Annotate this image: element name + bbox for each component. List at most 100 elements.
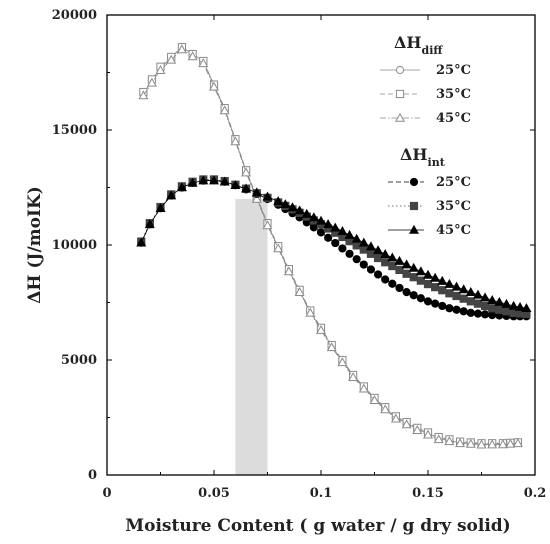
data-point	[359, 260, 368, 269]
plot-background	[107, 15, 535, 475]
data-point	[455, 438, 466, 448]
data-point	[394, 255, 405, 265]
data-point	[423, 297, 433, 306]
data-point	[323, 219, 334, 229]
data-point	[459, 294, 468, 303]
legend-label: 35°C	[436, 199, 471, 214]
data-point	[409, 291, 418, 300]
data-point	[283, 266, 294, 276]
data-point	[373, 270, 383, 279]
data-point	[423, 429, 433, 439]
data-point	[430, 272, 441, 282]
data-point	[155, 65, 166, 75]
data-point	[438, 301, 447, 311]
data-point	[452, 291, 461, 301]
legend-marker	[395, 65, 405, 75]
legend-label: 35°C	[436, 87, 471, 102]
data-point	[494, 296, 505, 306]
data-point	[369, 395, 380, 405]
x-tick-label: 0	[102, 486, 111, 501]
data-point	[423, 269, 433, 279]
data-point	[198, 175, 209, 185]
data-point	[294, 205, 305, 215]
legend-marker	[409, 201, 419, 211]
data-point	[465, 286, 476, 296]
data-point	[444, 436, 455, 446]
data-point	[187, 177, 198, 187]
data-point	[480, 292, 491, 302]
data-point	[187, 51, 198, 61]
legend-entry: 45°C	[388, 223, 471, 238]
data-point	[324, 233, 333, 242]
data-point	[431, 299, 440, 308]
data-point	[273, 196, 284, 206]
legend-marker	[409, 224, 419, 234]
legend-entry: 45°C	[380, 111, 471, 126]
data-point	[505, 438, 516, 448]
data-point	[408, 262, 419, 272]
data-point	[337, 226, 348, 236]
data-point	[305, 307, 316, 317]
data-point	[373, 253, 383, 263]
x-tick-label: 0.1	[310, 486, 333, 501]
data-point	[331, 238, 340, 248]
data-point	[262, 191, 273, 201]
legend-entry: 35°C	[388, 199, 471, 214]
data-point	[380, 249, 391, 259]
data-point	[316, 215, 326, 225]
legend-entry: 25°C	[380, 63, 471, 78]
data-point	[166, 190, 177, 200]
data-point	[465, 438, 476, 448]
data-point	[352, 241, 361, 250]
axes-layer: 0 0.05 0.1 0.15 0.2 0 5000 10000 15000 20000	[52, 8, 547, 501]
data-point	[412, 424, 423, 434]
data-point	[515, 301, 526, 311]
data-point	[365, 241, 376, 251]
data-point	[388, 279, 397, 288]
data-point	[309, 223, 318, 232]
data-point	[502, 307, 511, 316]
data-point	[144, 219, 155, 229]
data-point	[451, 281, 462, 291]
plot-area	[107, 15, 535, 475]
data-point	[366, 265, 376, 274]
legend-marker	[395, 112, 405, 122]
series-int-45C	[136, 175, 532, 313]
data-point	[176, 182, 187, 192]
data-point	[358, 383, 369, 393]
x-tick-label: 0.15	[412, 486, 444, 501]
data-point	[136, 237, 147, 247]
data-point	[219, 176, 230, 186]
data-point	[358, 237, 369, 247]
y-tick-label: 0	[88, 468, 97, 483]
data-point	[287, 202, 298, 212]
data-point	[330, 222, 341, 232]
legend-label: 45°C	[436, 223, 471, 238]
data-point	[280, 199, 291, 209]
data-point	[444, 278, 455, 288]
data-point	[501, 298, 512, 308]
data-point	[390, 413, 401, 423]
legend-marker	[395, 89, 405, 99]
y-tick-label: 15000	[52, 123, 97, 138]
data-point	[466, 297, 475, 306]
data-point	[146, 77, 157, 87]
data-point	[155, 203, 166, 213]
data-point	[388, 261, 397, 271]
data-point	[402, 288, 411, 297]
data-point	[380, 404, 391, 414]
data-point	[437, 275, 448, 285]
data-point	[262, 220, 273, 230]
data-point	[487, 439, 498, 449]
data-point	[521, 303, 532, 313]
data-point	[508, 300, 519, 310]
data-point	[219, 105, 230, 115]
data-point	[359, 245, 368, 254]
data-point	[488, 311, 497, 320]
data-point	[198, 58, 209, 68]
data-point	[395, 265, 404, 275]
data-point	[459, 307, 468, 316]
legend-entry: 25°C	[388, 175, 471, 190]
data-point	[138, 90, 149, 100]
